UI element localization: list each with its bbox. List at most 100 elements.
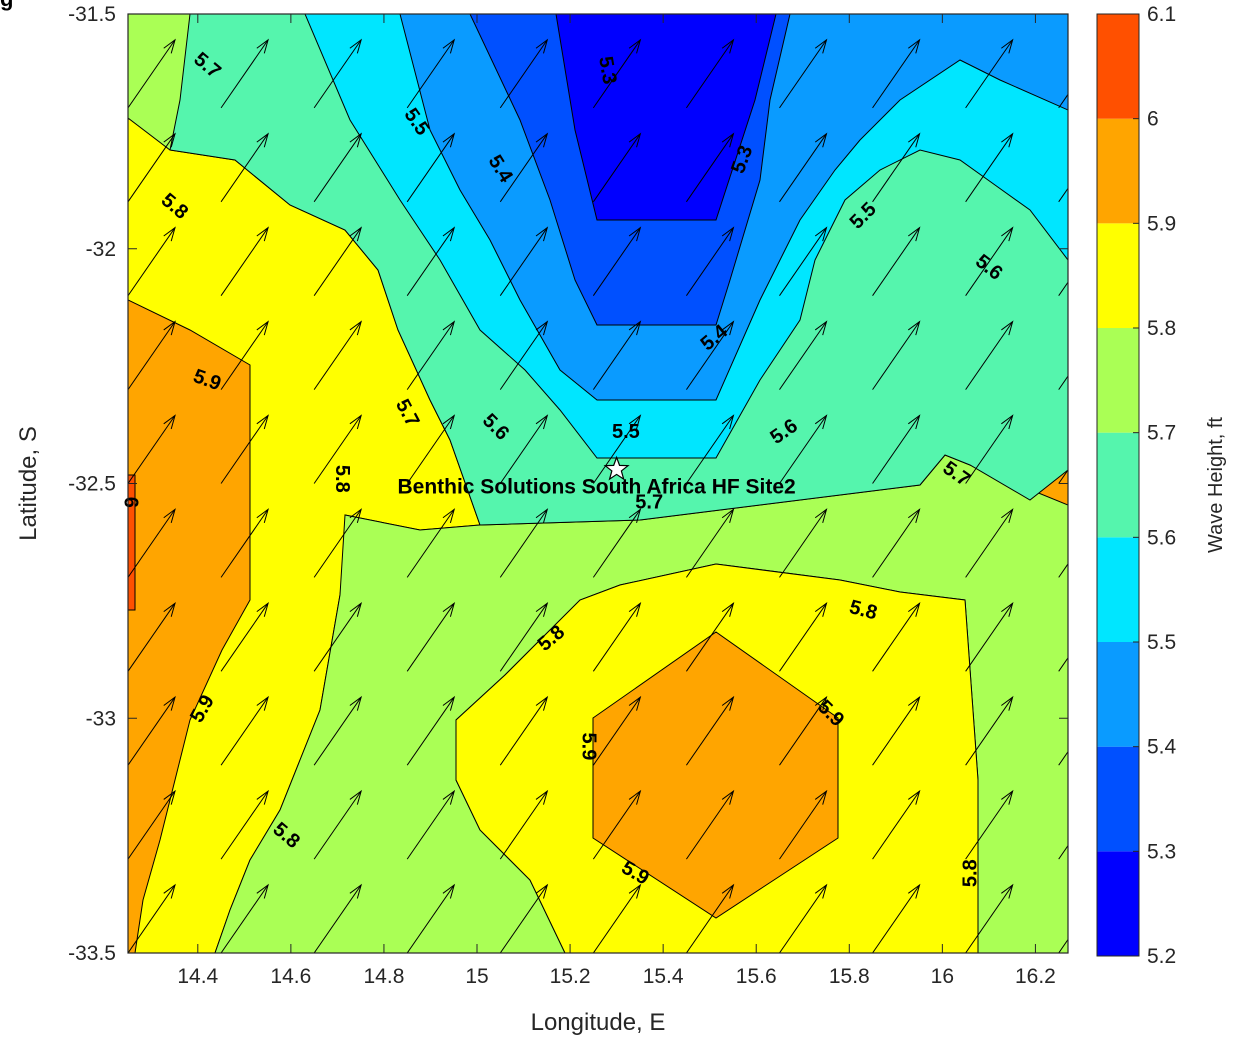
wind-arrow [313,789,363,860]
wind-arrow [1058,375,1068,390]
y-axis-label: Latitude, S [15,426,42,541]
wind-arrow [406,132,456,203]
wind-arrow [686,38,735,109]
y-tick-label: -33 [86,707,116,730]
wind-arrow [406,695,456,766]
wind-arrow [1058,469,1068,484]
wind-arrow [965,602,1014,672]
wind-arrow [128,320,176,390]
wind-arrow [1058,750,1068,766]
x-tick-label: 16.2 [1015,965,1056,988]
wind-arrow [592,38,642,109]
wind-arrow [406,38,456,109]
wind-arrow [965,320,1014,390]
colorbar-tick-label: 6 [1147,108,1159,131]
colorbar-tick-label: 6.1 [1147,3,1176,26]
wind-arrow [499,695,549,766]
x-tick-label: 15.6 [736,965,777,988]
wind-arrow [686,226,735,296]
wind-arrow [220,414,269,484]
wind-arrow [779,132,828,203]
wind-arrow [499,883,549,953]
wind-arrow [686,695,735,766]
x-tick-label: 15 [465,965,488,988]
wind-arrow [128,695,176,766]
wind-arrow [406,883,456,953]
wind-arrow [128,883,176,953]
wind-arrow [1058,93,1068,109]
colorbar-tick-label: 5.4 [1147,736,1177,759]
wind-arrow [499,602,549,672]
wind-arrow [313,414,363,484]
wind-arrow [965,38,1014,109]
colorbar-label: Wave Height, ft [1205,417,1227,553]
colorbar-tick-label: 5.9 [1147,212,1176,235]
wind-arrow [499,320,549,390]
colorbar: 5.2 5.3 5.4 5.5 5.6 5.7 5.8 5.9 6 6.1 [1096,3,1177,968]
site-label: Benthic Solutions South Africa HF Site2 [397,475,795,498]
wind-arrow [313,508,363,578]
colorbar-tick-label: 5.6 [1147,526,1176,549]
clipped-title-fragment: g [0,0,13,11]
wind-arrow [499,414,549,484]
wind-arrow [779,789,828,860]
wind-arrow [779,695,828,766]
wind-arrow [592,226,642,296]
wind-arrow [499,508,549,578]
wind-arrow [128,132,176,203]
wind-arrow [779,414,828,484]
wind-arrow [872,883,921,953]
x-tick-label: 14.8 [364,965,405,988]
wind-arrow [686,602,735,672]
colorbar-tick-label: 5.2 [1147,945,1176,968]
contour-label: 5.8 [331,465,353,493]
y-axis-ticks: -31.5 -32 -32.5 -33 -33.5 [68,3,1068,965]
wind-arrow [406,789,456,860]
wind-arrow [872,132,921,203]
wind-arrow [872,320,921,390]
wind-arrow [313,132,363,203]
colorbar-tick-label: 5.5 [1147,631,1176,654]
wind-arrow [592,414,642,484]
y-tick-label: -33.5 [68,942,116,965]
wind-arrow [1058,281,1068,296]
wind-arrow [779,508,828,578]
wind-arrow [1058,656,1068,672]
y-tick-label: -32.5 [68,473,116,496]
wind-arrow [965,226,1014,296]
wind-arrow [499,132,549,203]
band-5-9-to-6-west [128,299,251,953]
wind-arrow [592,320,642,390]
wind-arrow [220,226,269,296]
wind-arrow [965,695,1014,766]
wind-arrow [965,789,1014,860]
contour-label: 6 [119,497,141,508]
wind-arrow [592,789,642,860]
wind-arrow [406,508,456,578]
wind-arrow [1058,563,1068,578]
wind-arrow [872,38,921,109]
wind-arrow [872,508,921,578]
contour-bands [128,14,1068,953]
x-tick-label: 15.2 [550,965,591,988]
colorbar-segment [1097,432,1139,538]
wind-arrow [592,508,642,578]
colorbar-segment [1097,642,1139,747]
y-tick-label: -32 [86,238,116,261]
wind-arrow [406,414,456,484]
colorbar-tick-label: 5.8 [1147,317,1176,340]
wind-arrow [313,883,363,953]
wind-arrow [313,695,363,766]
wind-arrow [779,38,828,109]
colorbar-segment [1097,223,1139,328]
x-axis-label: Longitude, E [531,1009,666,1036]
contour-label: 5.3 [594,55,620,86]
wind-arrow [872,414,921,484]
colorbar-segment [1097,14,1139,119]
colorbar-segment [1097,746,1139,852]
wind-arrow [128,414,176,484]
wind-arrow [406,226,456,296]
x-tick-label: 16 [931,965,954,988]
wind-arrow [128,602,176,672]
wind-arrow [406,320,456,390]
